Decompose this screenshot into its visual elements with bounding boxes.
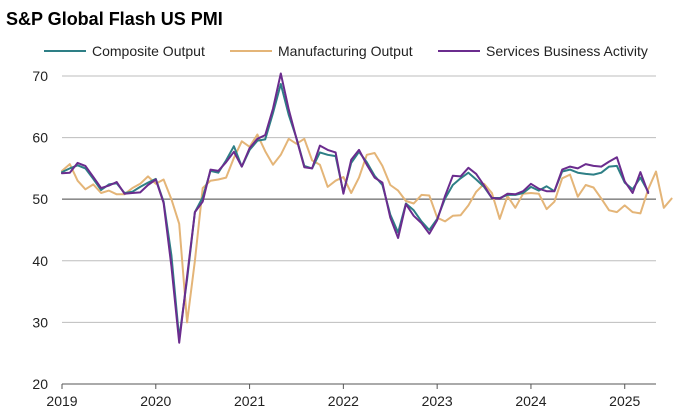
y-tick-label: 70	[32, 68, 48, 84]
legend-label: Manufacturing Output	[278, 43, 413, 59]
x-tick-label: 2020	[140, 393, 171, 409]
y-tick-label: 20	[32, 376, 48, 392]
series-lines	[61, 72, 673, 344]
chart-title: S&P Global Flash US PMI	[6, 9, 223, 29]
x-tick-label: 2023	[422, 393, 453, 409]
axes: 20 30 40 50 60 70 2019 2020 2021 2022 2023 2024 2025	[32, 68, 656, 409]
x-tick-label: 2024	[515, 393, 546, 409]
chart-legend: Composite Output Manufacturing Output Serv…	[44, 43, 648, 59]
x-tick-label: 2019	[46, 393, 77, 409]
gridlines	[62, 75, 656, 323]
y-tick-label: 30	[32, 314, 48, 330]
x-tick-label: 2025	[609, 393, 640, 409]
series-line-services-business-activity	[61, 72, 650, 344]
y-tick-label: 60	[32, 130, 48, 146]
series-line-manufacturing-output	[61, 133, 673, 324]
legend-label: Composite Output	[92, 43, 205, 59]
series-line-composite-output	[61, 83, 650, 340]
x-tick-label: 2022	[328, 393, 359, 409]
legend-label: Services Business Activity	[486, 43, 648, 59]
y-tick-label: 40	[32, 253, 48, 269]
x-tick-label: 2021	[234, 393, 265, 409]
y-tick-label: 50	[32, 191, 48, 207]
